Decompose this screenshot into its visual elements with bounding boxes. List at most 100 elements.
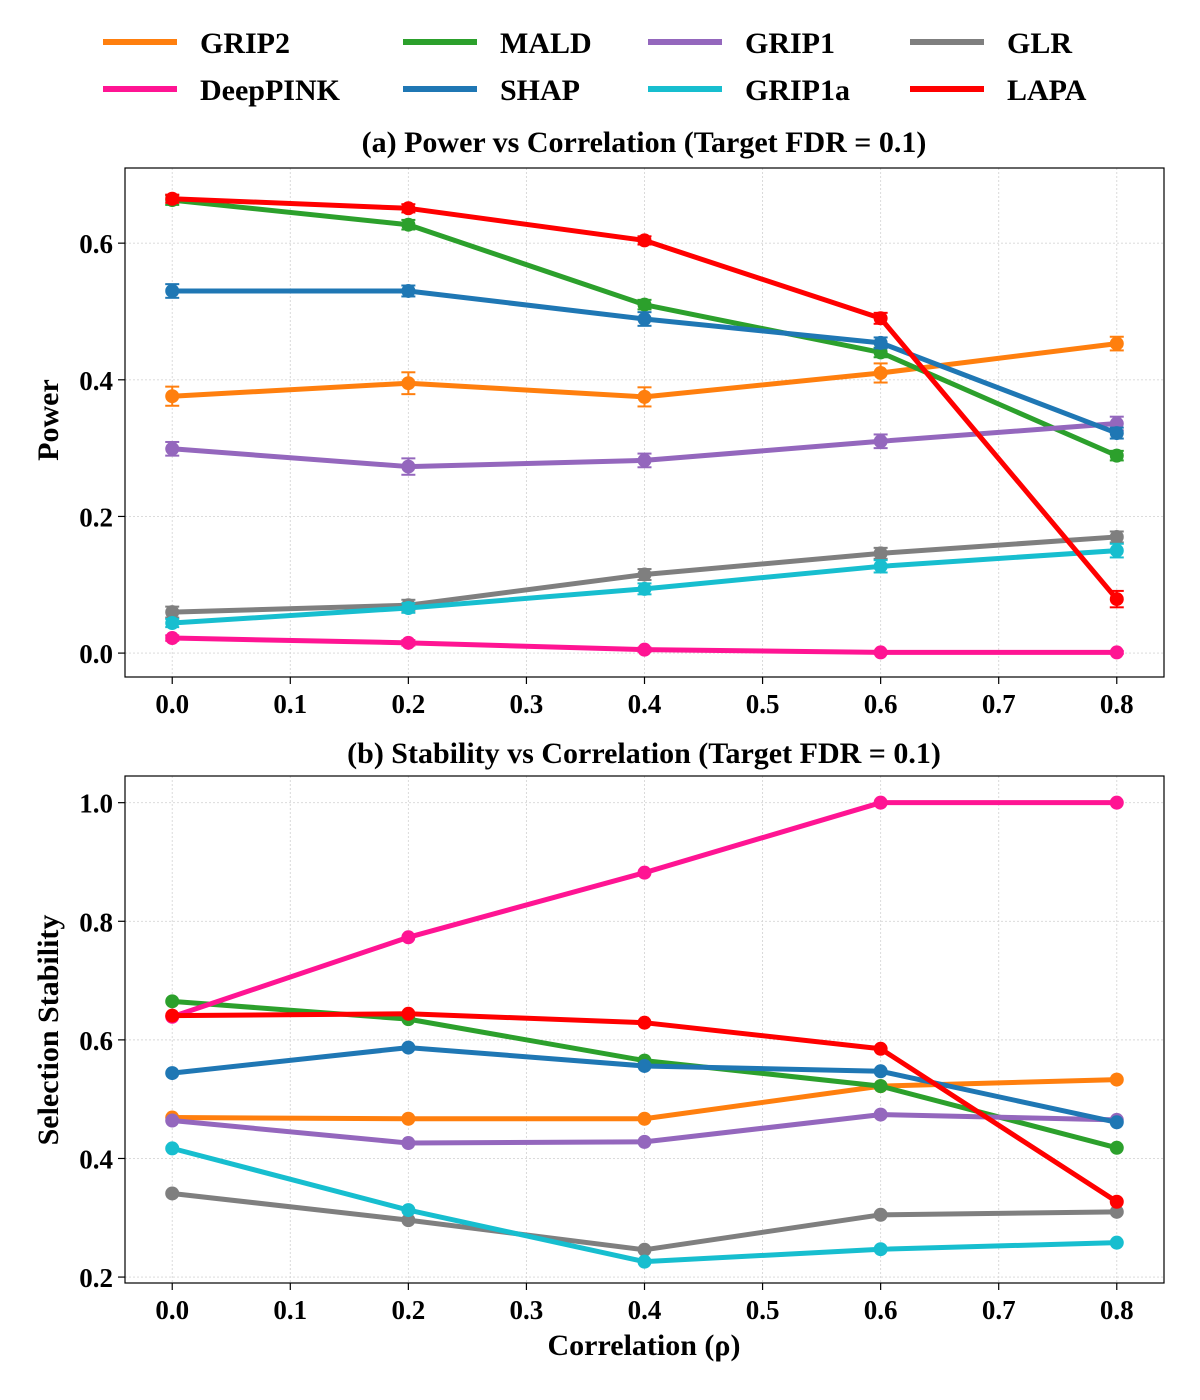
panel-b-point-glr [401,1213,416,1228]
panel-a-point-shap [1109,426,1124,441]
panel-b-series-lapa [165,1006,1124,1209]
panel-a-point-lapa [873,311,888,326]
legend: GRIP2 MALD GRIP1 GLR DeepPINK SHAP GRIP1a LAPA [103,27,1087,107]
panel-b-xtick-label: 0.0 [155,1295,189,1325]
panel-b-point-deeppink [873,795,888,810]
panel-a-xtick-label: 0.4 [628,689,662,719]
legend-label-shap: SHAP [500,74,580,107]
panel-b-series-deeppink [165,795,1124,1024]
panel-b-ytick-label: 0.4 [79,1144,113,1174]
panel-b-series-grip1a [165,1141,1124,1269]
panel-a-point-glr [1109,529,1124,544]
panel-a-series-deeppink [165,631,1124,660]
panel-a-series-grip1 [165,415,1124,476]
panel-a-point-grip2 [637,389,652,404]
panel-b-xtick-label: 0.4 [628,1295,662,1325]
panel-a-ylabel: Power [32,379,65,461]
panel-a-point-grip1 [165,441,180,456]
panel-b-xtick-label: 0.7 [982,1295,1016,1325]
panel-b-point-shap [637,1058,652,1073]
panel-a-point-grip2 [1109,336,1124,351]
panel-b-point-grip1 [401,1136,416,1151]
panel-a-point-grip2 [873,365,888,380]
panel-a-point-shap [165,283,180,298]
panel-a-point-shap [873,335,888,350]
panel-b-ytick-label: 1.0 [79,789,113,819]
panel-b-ytick-label: 0.6 [79,1026,113,1056]
panel-a-ytick-label: 0.0 [79,639,113,669]
panel-b-point-grip1 [165,1113,180,1128]
panel-b-point-grip1a [1109,1235,1124,1250]
panel-b-stability: (b) Stability vs Correlation (Target FDR… [32,737,1165,1362]
panel-b-point-lapa [637,1015,652,1030]
panel-b-point-grip2 [1109,1072,1124,1087]
legend-label-grip1: GRIP1 [745,27,835,60]
panel-a-point-grip1 [873,434,888,449]
panel-b-point-shap [1109,1115,1124,1130]
panel-a-point-glr [637,567,652,582]
panel-a-point-mald [637,297,652,312]
panel-b-xtick-label: 0.1 [273,1295,307,1325]
panel-a-series-lapa [165,191,1124,609]
panel-b-point-lapa [165,1008,180,1023]
panel-b-xtick-label: 0.5 [746,1295,780,1325]
legend-label-grip2: GRIP2 [200,27,290,60]
legend-label-grip1a: GRIP1a [745,74,850,107]
panel-a-point-grip1a [873,559,888,574]
panel-a-point-grip1 [637,453,652,468]
panel-a-point-lapa [165,191,180,206]
panel-a-series-shap [165,283,1124,441]
panel-b-point-grip2 [637,1111,652,1126]
panel-a-point-deeppink [1109,645,1124,660]
panel-a-point-glr [165,605,180,620]
panel-a-point-grip1a [1109,543,1124,558]
panel-a-point-deeppink [165,631,180,646]
panel-b-point-grip1a [873,1242,888,1257]
panel-a-point-grip1 [401,459,416,474]
panel-b-point-glr [1109,1204,1124,1219]
panel-a-ytick-label: 0.2 [79,502,113,532]
panel-b-xlabel: Correlation (ρ) [548,1329,741,1362]
panel-a-xtick-label: 0.2 [391,689,425,719]
panel-a-point-lapa [1109,592,1124,607]
panel-a-ytick-label: 0.6 [79,229,113,259]
panel-a-point-lapa [401,201,416,216]
panel-b-point-grip1a [165,1141,180,1156]
panel-b-series-glr [165,1186,1124,1257]
panel-a-xtick-label: 0.6 [864,689,898,719]
panel-b-point-glr [637,1242,652,1257]
panel-a-point-grip2 [401,376,416,391]
panel-a-series-grip1a [165,542,1124,631]
panel-b-point-mald [1109,1140,1124,1155]
panel-b-title: (b) Stability vs Correlation (Target FDR… [347,737,941,770]
panel-a-point-grip2 [165,389,180,404]
panel-a-xtick-label: 0.3 [510,689,544,719]
panel-b-ylabel: Selection Stability [32,915,65,1146]
panel-a-point-grip1a [165,616,180,631]
panel-b-series-shap [165,1040,1124,1130]
panel-a-point-grip1a [401,600,416,615]
panel-b-point-lapa [401,1006,416,1021]
panel-a-point-deeppink [873,645,888,660]
panel-a-point-lapa [637,233,652,248]
panel-b-point-deeppink [637,865,652,880]
panel-b-point-deeppink [1109,795,1124,810]
panel-b-xtick-label: 0.6 [864,1295,898,1325]
panel-a-point-grip1a [637,581,652,596]
panel-b-point-deeppink [401,930,416,945]
panel-b-point-grip1a [401,1203,416,1218]
panel-a-xtick-label: 0.0 [155,689,189,719]
panel-b-point-lapa [1109,1194,1124,1209]
panel-b-point-shap [165,1066,180,1081]
panel-b-point-mald [873,1079,888,1094]
panel-b-point-shap [873,1064,888,1079]
legend-label-lapa: LAPA [1007,74,1087,107]
panel-b-point-glr [165,1186,180,1201]
panel-b-xtick-label: 0.3 [510,1295,544,1325]
panel-b-point-grip1a [637,1254,652,1269]
panel-b-point-grip1 [637,1134,652,1149]
panel-a-series-grip2 [165,335,1124,408]
panel-b-point-shap [401,1040,416,1055]
panel-b-ytick-label: 0.2 [79,1263,113,1293]
